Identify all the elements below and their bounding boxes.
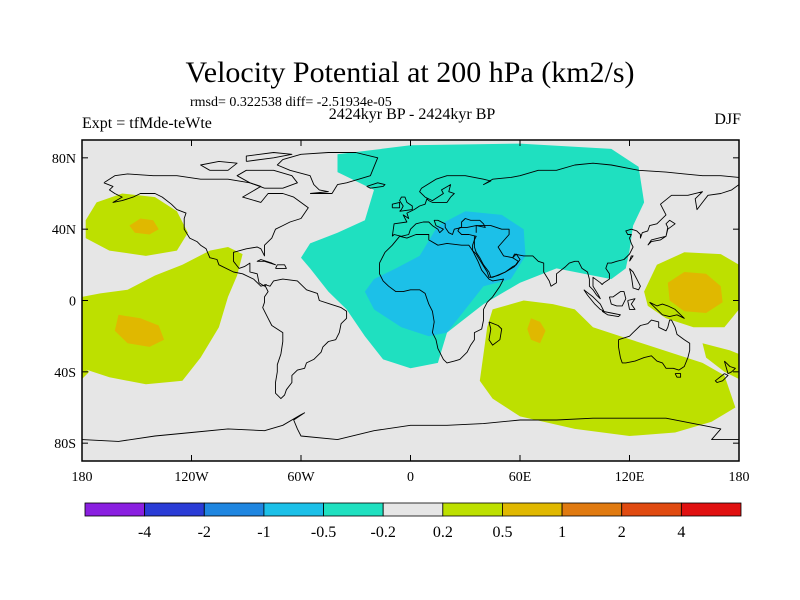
- colorbar-label: 1: [558, 524, 566, 541]
- left-label: Expt = tfMde-teWte: [82, 115, 212, 132]
- coastline-15: [647, 219, 676, 246]
- coastline-14: [275, 264, 287, 269]
- contour-region-orange-indian-ocean: [527, 318, 546, 344]
- coastline-10: [236, 169, 298, 189]
- x-tick-label: 180: [72, 470, 93, 485]
- colorbar-swatch: [621, 502, 682, 517]
- coastline-27: [82, 412, 739, 442]
- coastline-20: [608, 291, 627, 307]
- colorbar-label: -4: [138, 524, 151, 541]
- colorbar-swatch: [442, 502, 503, 517]
- colorbar-label: -0.5: [311, 524, 336, 541]
- coastline-21: [627, 298, 636, 310]
- contour-region-blue-africa-mideast: [364, 211, 526, 337]
- chart-title: Velocity Potential at 200 hPa (km2/s): [185, 56, 634, 89]
- coastline-8: [366, 182, 386, 189]
- coastline-16: [629, 255, 634, 262]
- y-tick-label: 40S: [54, 366, 76, 381]
- coastline-3: [488, 321, 503, 346]
- coastline-17: [629, 268, 641, 291]
- x-tick-label: 120W: [174, 470, 209, 485]
- colorbar-swatch: [680, 502, 742, 517]
- y-axis: 80N 40N 0 40S 80S: [52, 152, 739, 452]
- contour-fill-layer: [82, 143, 739, 436]
- colorbar-swatch: [203, 502, 265, 517]
- colorbar-label: -2: [198, 524, 211, 541]
- colorbar: -4 -2 -1 -0.5 -0.2 0.2 0.5 1 2 4: [84, 502, 742, 541]
- colorbar-swatch: [263, 502, 324, 517]
- coastline-18: [583, 289, 605, 312]
- colorbar-label: 2: [618, 524, 626, 541]
- contour-region-green-southwest-pacific-edge: [702, 343, 739, 379]
- coastline-23: [618, 319, 691, 371]
- right-label: DJF: [714, 111, 741, 128]
- coastline-25: [723, 360, 736, 375]
- contour-region-orange-east-pacific: [114, 314, 165, 347]
- x-tick-label: 60W: [287, 470, 315, 485]
- stats-line: rmsd= 0.322538 diff= -2.51934e-05: [190, 95, 392, 110]
- coastline-1: [262, 278, 348, 400]
- colorbar-label: 4: [677, 524, 685, 541]
- y-tick-label: 80S: [54, 437, 76, 452]
- map-panel: 180 120W 60W 0 60E 120E 180 80N 40N 0 40S 80S: [52, 139, 750, 485]
- y-tick-label: 80N: [52, 152, 76, 167]
- coastline-26: [714, 373, 729, 383]
- contour-region-green-east-pacific: [82, 247, 243, 385]
- coastline-9: [276, 152, 379, 194]
- colorbar-label: -1: [257, 524, 270, 541]
- coastline-12: [245, 152, 293, 162]
- coastline-19: [601, 310, 621, 318]
- coastline-6: [399, 196, 413, 212]
- chart-subtitle: 2424kyr BP - 2424kyr BP: [329, 106, 496, 123]
- coastline-layer: [82, 152, 739, 442]
- x-tick-label: 120E: [615, 470, 645, 485]
- contour-region-green-south-atlantic-edge: [82, 366, 90, 379]
- x-tick-label: 60E: [509, 470, 532, 485]
- x-tick-label: 180: [729, 470, 750, 485]
- coastline-11: [200, 160, 238, 171]
- coastline-2: [379, 234, 505, 364]
- coastline-24: [674, 373, 682, 378]
- coastline-13: [256, 259, 276, 266]
- colorbar-label: 0.5: [492, 524, 512, 541]
- colorbar-swatch: [561, 502, 623, 517]
- x-axis: 180 120W 60W 0 60E 120E 180: [72, 140, 750, 485]
- colorbar-swatch: [323, 502, 384, 517]
- contour-region-orange-north-pacific: [129, 218, 159, 235]
- y-tick-label: 40N: [52, 223, 76, 238]
- coastline-0: [103, 173, 309, 287]
- x-tick-label: 0: [407, 470, 414, 485]
- y-tick-label: 0: [69, 295, 76, 310]
- coastline-5: [473, 225, 521, 278]
- colorbar-label: 0.2: [433, 524, 453, 541]
- colorbar-swatch: [84, 502, 146, 517]
- coastline-7: [391, 201, 401, 209]
- coastline-22: [649, 301, 685, 319]
- colorbar-label: -0.2: [371, 524, 396, 541]
- coastline-4: [391, 162, 739, 300]
- colorbar-swatch: [144, 502, 205, 517]
- contour-region-orange-west-pacific: [667, 272, 723, 313]
- colorbar-swatch: [382, 502, 444, 517]
- colorbar-swatch: [502, 502, 563, 517]
